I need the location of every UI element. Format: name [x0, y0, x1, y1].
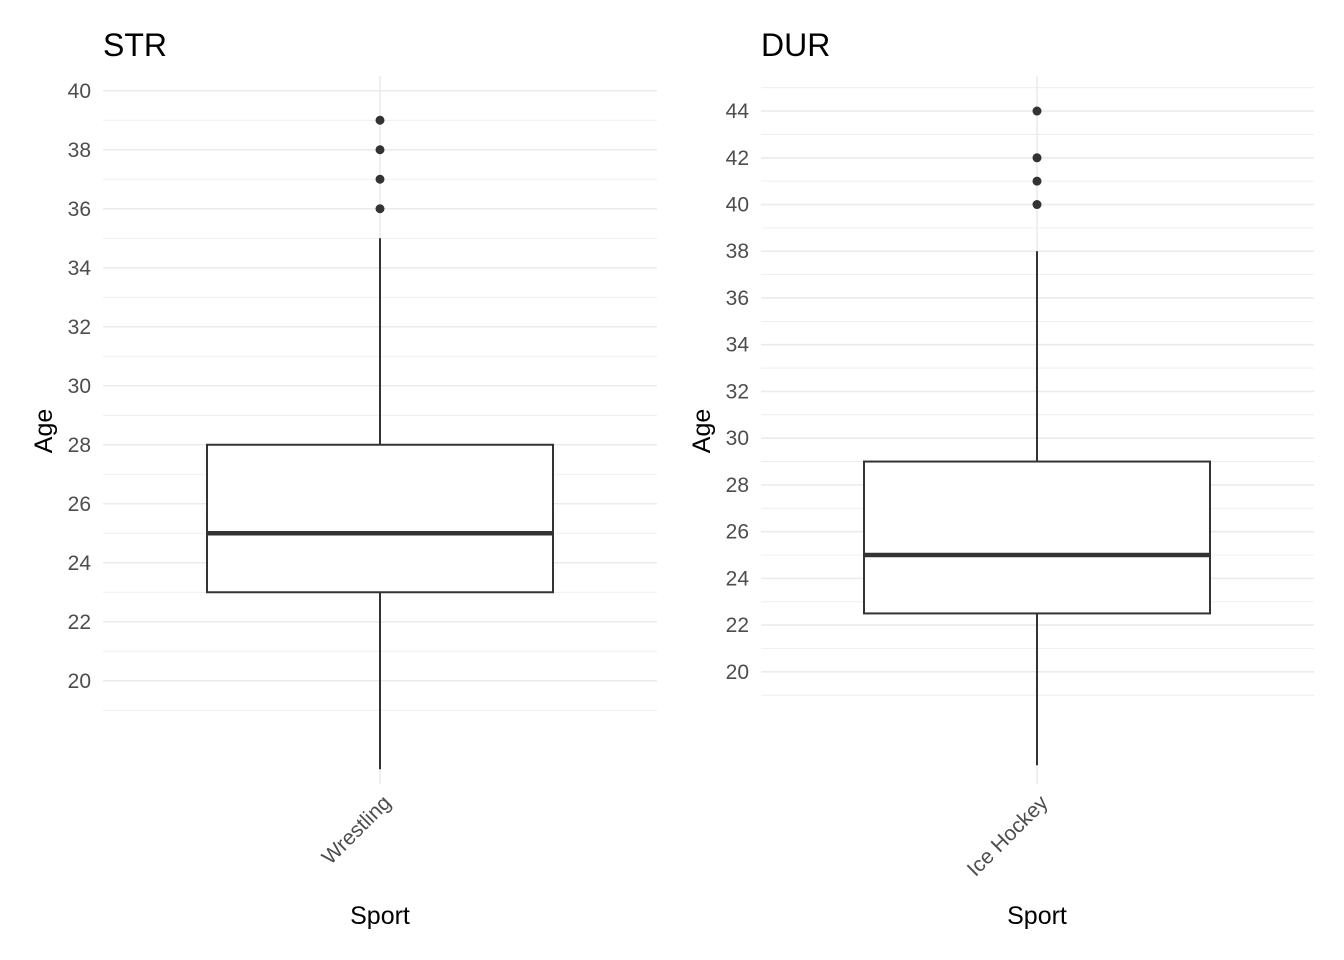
y-tick-label: 32: [726, 380, 749, 403]
y-tick-label: 20: [726, 661, 749, 684]
y-tick-labels: 20 22 24 26 28 30 32 34 36 38 40 42 44: [726, 100, 750, 684]
boxes: [863, 106, 1211, 766]
outlier-point: [1032, 153, 1042, 163]
y-tick-label: 34: [726, 334, 750, 357]
x-axis-title: Sport: [1007, 902, 1067, 930]
y-tick-labels: 20 22 24 26 28 30 32 34 36 38 40: [68, 80, 92, 693]
y-tick-label: 20: [68, 670, 91, 693]
outlier-point: [375, 145, 385, 155]
outlier-point: [375, 115, 385, 125]
y-tick-label: 36: [68, 198, 91, 221]
y-tick-label: 26: [68, 493, 91, 516]
iqr-box: [206, 443, 554, 594]
x-tick-label: Wrestling: [318, 791, 396, 869]
x-tick-label: Ice Hockey: [963, 791, 1053, 881]
y-tick-label: 38: [726, 240, 749, 263]
y-tick-label: 40: [68, 80, 91, 103]
y-tick-label: 30: [726, 427, 749, 450]
outlier-point: [1032, 106, 1042, 116]
y-axis-title: Age: [688, 409, 716, 453]
y-tick-label: 38: [68, 139, 91, 162]
y-tick-label: 32: [68, 316, 91, 339]
boxes: [206, 115, 554, 770]
outlier-point: [1032, 200, 1042, 210]
iqr-box: [863, 460, 1211, 615]
outlier-point: [1032, 176, 1042, 186]
panel-dur: DUR 20 22 24 26 28 30 32 34 36 38 40 42 44 Ice Hocke…: [688, 27, 1314, 930]
panel-title: DUR: [761, 27, 830, 63]
y-tick-label: 28: [68, 434, 91, 457]
y-tick-label: 36: [726, 287, 749, 310]
y-tick-label: 40: [726, 194, 749, 217]
y-tick-label: 44: [726, 100, 750, 123]
gridlines: [761, 76, 1314, 784]
y-tick-label: 22: [68, 611, 91, 634]
outlier-point: [375, 174, 385, 184]
panel-str: STR 20 22 24 26 28 30 32 34 36 38 40 Wrestling Age…: [30, 27, 657, 930]
y-tick-label: 22: [726, 614, 749, 637]
panel-title: STR: [103, 27, 167, 63]
y-tick-label: 26: [726, 521, 749, 544]
y-tick-label: 28: [726, 474, 749, 497]
y-tick-label: 30: [68, 375, 91, 398]
y-tick-label: 34: [68, 257, 92, 280]
y-tick-label: 42: [726, 147, 749, 170]
y-tick-label: 24: [68, 552, 92, 575]
y-axis-title: Age: [30, 409, 58, 453]
x-tick-labels: Ice Hockey: [963, 791, 1053, 881]
outlier-point: [375, 204, 385, 214]
x-axis-title: Sport: [350, 902, 410, 930]
y-tick-label: 24: [726, 567, 750, 590]
x-tick-labels: Wrestling: [318, 791, 396, 869]
